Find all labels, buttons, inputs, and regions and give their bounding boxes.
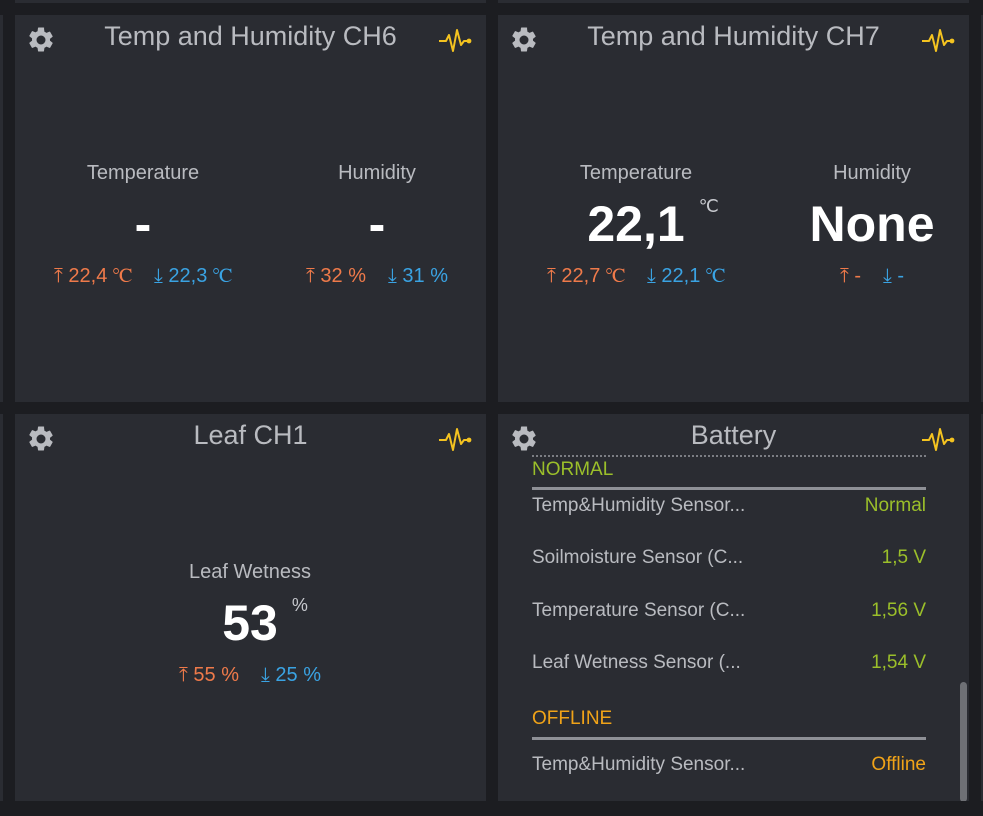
card-temp-humidity-ch7: Temp and Humidity CH7 Temperature 22,1 ℃ … (498, 15, 969, 402)
temperature-max: ⤒ 22,4 ℃ (54, 265, 132, 287)
pulse-icon[interactable] (921, 426, 955, 454)
sensor-battery-value: 1,5 V (881, 547, 926, 568)
card-battery: Battery NORMAL Temp&Humidity Sensor... N… (498, 414, 969, 801)
leaf-wetness-min: ⤓ 25 % (261, 664, 321, 686)
clipped-row-edge (532, 454, 926, 459)
adjacent-card-edge-right (981, 15, 983, 402)
adjacent-card-edge-right (981, 414, 983, 801)
pulse-icon[interactable] (921, 27, 955, 55)
leaf-wetness-max: ⤒ 55 % (179, 664, 239, 686)
adjacent-card-edge-left (0, 15, 3, 402)
gear-icon[interactable] (509, 25, 539, 55)
sensor-name: Temperature Sensor (C... (532, 600, 746, 621)
group-heading-offline: OFFLINE (532, 708, 613, 729)
sensor-battery-value: 1,54 V (871, 652, 926, 673)
humidity-value: None (809, 196, 935, 252)
group-heading-normal: NORMAL (532, 459, 614, 480)
sensor-name: Leaf Wetness Sensor (... (532, 652, 741, 673)
humidity-label: Humidity (338, 162, 416, 184)
card-leaf-ch1: Leaf CH1 Leaf Wetness 53% ⤒ 55 % ⤓ 25 % (15, 414, 486, 801)
sensor-battery-value: Offline (871, 754, 926, 775)
gear-icon[interactable] (26, 424, 56, 454)
scrollbar-thumb[interactable] (960, 682, 967, 801)
temperature-min: ⤓ 22,1 ℃ (647, 265, 725, 287)
battery-list[interactable]: NORMAL Temp&Humidity Sensor... Normal So… (532, 454, 926, 801)
leaf-wetness-unit: % (291, 595, 308, 615)
pulse-icon[interactable] (438, 426, 472, 454)
sensor-battery-value: 1,56 V (871, 600, 926, 621)
sensor-name: Temp&Humidity Sensor... (532, 754, 746, 775)
adjacent-card-edge-top (15, 0, 486, 3)
leaf-wetness-number: 53 (222, 595, 278, 651)
temperature-metric: Temperature - ⤒ 22,4 ℃ ⤓ 22,3 ℃ (45, 160, 241, 288)
temperature-unit: ℃ (698, 196, 719, 216)
humidity-minmax: ⤒ 32 % ⤓ 31 % (279, 264, 475, 288)
adjacent-card-edge-top (498, 0, 969, 3)
battery-row[interactable]: Temperature Sensor (C... 1,56 V (532, 596, 926, 626)
sensor-name: Soilmoisture Sensor (C... (532, 547, 744, 568)
battery-row[interactable]: Soilmoisture Sensor (C... 1,5 V (532, 543, 926, 573)
temperature-label: Temperature (86, 162, 200, 184)
group-divider (532, 487, 926, 490)
leaf-wetness-label: Leaf Wetness (189, 561, 311, 583)
temperature-value: - (134, 196, 152, 252)
gear-icon[interactable] (26, 25, 56, 55)
humidity-min: ⤓ 31 % (388, 265, 448, 287)
battery-row[interactable]: Leaf Wetness Sensor (... 1,54 V (532, 648, 926, 678)
card-temp-humidity-ch6: Temp and Humidity CH6 Temperature - ⤒ 22… (15, 15, 486, 402)
sensor-battery-value: Normal (864, 495, 926, 516)
humidity-max: ⤒ - (839, 265, 861, 287)
battery-scrollbar[interactable] (959, 456, 969, 801)
leaf-wetness-minmax: ⤒ 55 % ⤓ 25 % (135, 663, 365, 687)
card-title: Temp and Humidity CH7 (587, 21, 880, 51)
humidity-value: - (368, 196, 386, 252)
temperature-value: 22,1 ℃ (587, 194, 719, 254)
humidity-min: ⤓ - (883, 265, 905, 287)
pulse-icon[interactable] (438, 27, 472, 55)
battery-row[interactable]: Temp&Humidity Sensor... Normal (532, 491, 926, 521)
card-title: Battery (690, 420, 777, 450)
battery-row[interactable]: Temp&Humidity Sensor... Offline (532, 750, 926, 780)
leaf-wetness-value: 53% (222, 593, 308, 653)
humidity-label: Humidity (833, 162, 911, 184)
group-divider (532, 737, 926, 740)
temperature-min: ⤓ 22,3 ℃ (154, 265, 232, 287)
card-title: Leaf CH1 (193, 420, 308, 450)
temperature-label: Temperature (579, 162, 693, 184)
temperature-number: 22,1 (587, 196, 685, 252)
card-title: Temp and Humidity CH6 (104, 21, 397, 51)
temperature-metric: Temperature 22,1 ℃ ⤒ 22,7 ℃ ⤓ 22,1 ℃ (538, 160, 734, 288)
temperature-minmax: ⤒ 22,7 ℃ ⤓ 22,1 ℃ (538, 264, 734, 288)
humidity-minmax: ⤒ - ⤓ - (774, 264, 969, 288)
sensor-name: Temp&Humidity Sensor... (532, 495, 746, 516)
humidity-max: ⤒ 32 % (306, 265, 366, 287)
humidity-metric: Humidity - ⤒ 32 % ⤓ 31 % (279, 160, 475, 288)
adjacent-card-edge-left (0, 414, 3, 801)
temperature-minmax: ⤒ 22,4 ℃ ⤓ 22,3 ℃ (45, 264, 241, 288)
temperature-max: ⤒ 22,7 ℃ (547, 265, 625, 287)
leaf-wetness-metric: Leaf Wetness 53% ⤒ 55 % ⤓ 25 % (135, 559, 365, 687)
humidity-metric: Humidity None ⤒ - ⤓ - (774, 160, 969, 288)
gear-icon[interactable] (509, 424, 539, 454)
